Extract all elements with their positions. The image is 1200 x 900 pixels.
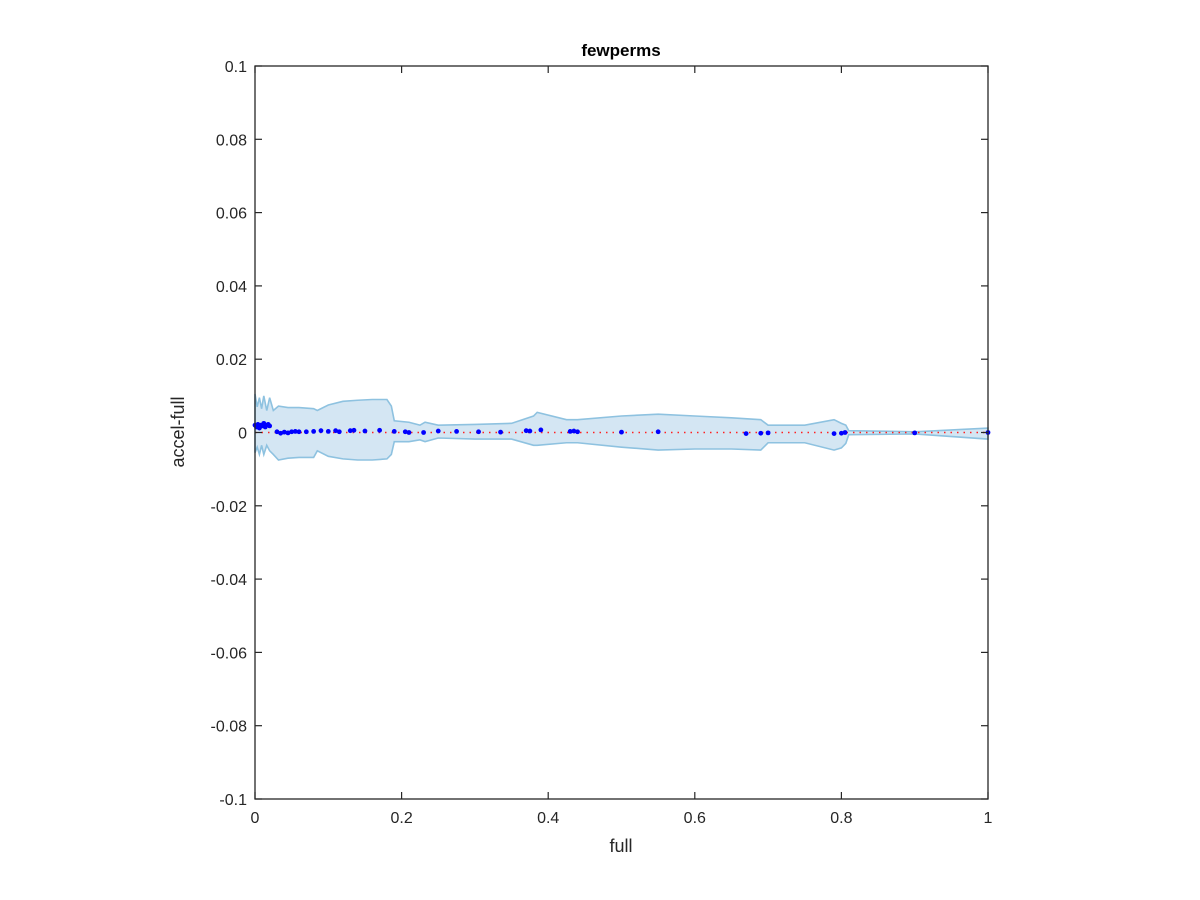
x-tick-label: 0.8 xyxy=(830,810,852,827)
data-point xyxy=(435,428,441,434)
data-point xyxy=(333,428,339,434)
data-point xyxy=(285,430,291,436)
y-tick-label: 0 xyxy=(238,426,247,443)
data-point xyxy=(336,429,342,435)
x-axis-label: full xyxy=(609,836,632,856)
data-point xyxy=(655,429,661,435)
data-point xyxy=(498,429,503,435)
chart-title: fewperms xyxy=(581,41,660,60)
data-point xyxy=(538,427,544,433)
y-tick-label: 0.1 xyxy=(225,59,247,76)
data-point xyxy=(454,429,459,434)
x-tick-label: 0 xyxy=(251,810,260,827)
x-tick-label: 0.4 xyxy=(537,810,559,827)
data-point xyxy=(523,428,529,434)
data-point xyxy=(267,423,273,429)
data-point xyxy=(571,428,577,434)
data-point xyxy=(619,429,624,435)
data-point xyxy=(377,427,383,433)
data-point xyxy=(758,430,764,436)
data-point xyxy=(303,429,309,435)
y-tick-label: 0.02 xyxy=(216,352,247,369)
y-tick-label: -0.08 xyxy=(211,719,248,736)
data-point xyxy=(527,428,533,434)
data-point xyxy=(567,429,573,434)
data-point xyxy=(296,429,302,435)
data-point xyxy=(278,430,284,436)
y-tick-label: -0.02 xyxy=(211,499,248,516)
y-tick-label: 0.06 xyxy=(216,206,247,223)
x-axis-ticks: 0 0.2 0.4 0.6 0.8 1 xyxy=(251,66,993,827)
data-point xyxy=(318,428,324,434)
data-point xyxy=(421,430,426,435)
data-point xyxy=(325,429,331,434)
data-points xyxy=(252,420,991,436)
data-point xyxy=(575,429,580,435)
data-point xyxy=(402,429,408,435)
data-point xyxy=(765,430,771,436)
data-point xyxy=(406,430,412,435)
y-tick-label: -0.04 xyxy=(211,572,248,589)
data-point xyxy=(274,429,280,435)
y-tick-label: 0.04 xyxy=(216,279,247,296)
data-point xyxy=(311,429,317,434)
y-tick-label: -0.06 xyxy=(211,645,248,662)
data-point xyxy=(351,427,357,433)
data-point xyxy=(476,429,481,435)
data-point xyxy=(842,430,848,435)
data-point xyxy=(292,429,298,434)
x-tick-label: 1 xyxy=(984,810,993,827)
data-point xyxy=(839,430,844,436)
x-tick-label: 0.6 xyxy=(684,810,706,827)
data-point xyxy=(347,428,353,434)
y-tick-label: 0.08 xyxy=(216,132,247,149)
y-axis-label: accel-full xyxy=(168,396,188,467)
data-point xyxy=(743,431,749,436)
y-tick-label: -0.1 xyxy=(219,792,247,809)
data-point xyxy=(912,430,918,436)
data-point xyxy=(281,429,287,435)
y-axis-ticks: 0.1 0.08 0.06 0.04 0.02 0 -0.02 -0.04 -0.06 -0.08… xyxy=(211,59,988,809)
data-point xyxy=(289,429,295,435)
data-point xyxy=(391,429,397,434)
data-point xyxy=(831,431,837,436)
x-tick-label: 0.2 xyxy=(390,810,412,827)
data-point xyxy=(362,428,368,434)
